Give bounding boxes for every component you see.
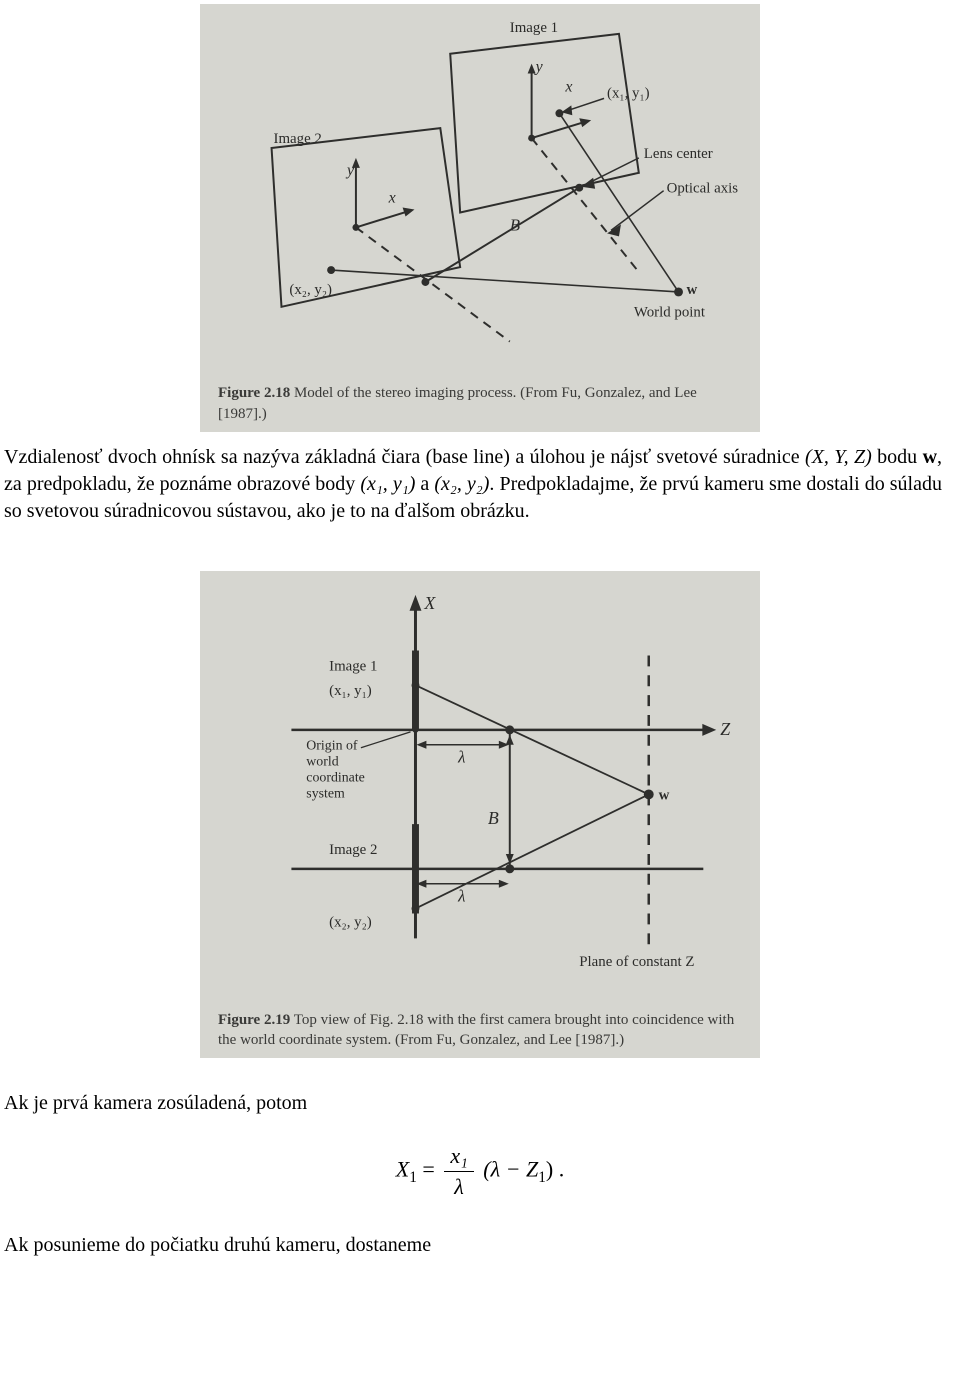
para1-pts2: (x₂, y₂) bbox=[434, 473, 489, 495]
fig2-label-B: B bbox=[488, 808, 499, 828]
fig1-label-x2y2: (x₂, y₂) bbox=[289, 282, 332, 298]
fig2-label-x2y2: (x₂, y₂) bbox=[329, 914, 372, 930]
paragraph-1: Vzdialenosť dvoch ohnísk sa nazýva zákla… bbox=[0, 432, 960, 531]
fig2-label-x1y1: (x₁, y₁) bbox=[329, 683, 372, 699]
para1-coords: (X, Y, Z) bbox=[805, 446, 872, 468]
figure-2-svg: X Z Image 1 (x₁, y₁) Origin of world coo… bbox=[212, 581, 748, 1004]
fig1-label-opticalaxis: Optical axis bbox=[667, 181, 739, 197]
eq-num: x₁ bbox=[450, 1143, 467, 1168]
eq-frac: x₁ λ bbox=[444, 1143, 473, 1200]
fig2-label-image1: Image 1 bbox=[329, 658, 377, 674]
figure-2-caption-num: Figure 2.19 bbox=[218, 1012, 290, 1028]
paragraph-3: Ak posunieme do počiatku druhú kameru, d… bbox=[0, 1220, 960, 1265]
fig2-label-lambda2: λ bbox=[457, 886, 465, 905]
fig2-label-Z: Z bbox=[720, 719, 731, 739]
fig2-label-image2: Image 2 bbox=[329, 842, 377, 858]
fig1-label-lenscenter: Lens center bbox=[644, 146, 713, 162]
figure-1-caption-text: Model of the stereo imaging process. (Fr… bbox=[218, 385, 697, 421]
para3-text: Ak posunieme do počiatku druhú kameru, d… bbox=[4, 1234, 431, 1256]
fig1-label-y: y bbox=[534, 59, 544, 76]
eq-rest-sub: 1 bbox=[538, 1169, 546, 1186]
para1-d: a bbox=[415, 473, 434, 495]
fig2-label-origin1: Origin of bbox=[306, 739, 358, 754]
fig2-label-X: X bbox=[423, 593, 436, 613]
figure-2-caption: Figure 2.19 Top view of Fig. 2.18 with t… bbox=[212, 1010, 748, 1051]
fig2-label-plane: Plane of constant Z bbox=[579, 954, 694, 970]
para1-b: bodu bbox=[872, 446, 923, 468]
figure-2-caption-text: Top view of Fig. 2.18 with the first cam… bbox=[218, 1012, 734, 1048]
fig2-label-origin2: world bbox=[306, 754, 338, 769]
figure-1: Image 1 y x (x₁, y₁) Lens center Optical… bbox=[200, 4, 760, 432]
fig1-label-x: x bbox=[564, 78, 572, 95]
fig1-label-image1: Image 1 bbox=[510, 20, 558, 36]
fig1-label-x1y1: (x₁, y₁) bbox=[607, 85, 650, 101]
eq-den: λ bbox=[454, 1174, 464, 1199]
para1-w: w bbox=[923, 446, 937, 468]
figure-2: X Z Image 1 (x₁, y₁) Origin of world coo… bbox=[200, 571, 760, 1058]
fig2-label-origin3: coordinate bbox=[306, 770, 365, 785]
fig2-label-lambda1: λ bbox=[457, 747, 465, 766]
svg-text:x: x bbox=[388, 190, 396, 207]
svg-text:y: y bbox=[345, 162, 355, 179]
figure-1-svg: Image 1 y x (x₁, y₁) Lens center Optical… bbox=[212, 14, 748, 377]
figure-1-caption-num: Figure 2.18 bbox=[218, 385, 290, 401]
fig1-label-B: B bbox=[510, 215, 520, 234]
fig1-label-worldpoint: World point bbox=[634, 305, 706, 321]
fig2-label-origin4: system bbox=[306, 786, 345, 801]
equation-1: X1 = x₁ λ (λ − Z1) . bbox=[0, 1123, 960, 1220]
eq-rest-b: ) . bbox=[546, 1157, 564, 1182]
fig2-label-w: w bbox=[659, 787, 670, 803]
eq-X-sub: 1 bbox=[409, 1169, 417, 1186]
para2-text: Ak je prvá kamera zosúladená, potom bbox=[4, 1092, 307, 1114]
fig1-label-image2: Image 2 bbox=[274, 131, 322, 147]
eq-eqsign: = bbox=[422, 1157, 440, 1182]
fig1-label-w: w bbox=[686, 282, 697, 298]
para1-a: Vzdialenosť dvoch ohnísk sa nazýva zákla… bbox=[4, 446, 805, 468]
para1-pts1: (x₁, y₁) bbox=[360, 473, 415, 495]
eq-rest-a: (λ − Z bbox=[483, 1157, 538, 1182]
eq-X: X bbox=[396, 1157, 409, 1182]
figure-1-caption: Figure 2.18 Model of the stereo imaging … bbox=[212, 383, 748, 424]
paragraph-2: Ak je prvá kamera zosúladená, potom bbox=[0, 1078, 960, 1123]
page: Image 1 y x (x₁, y₁) Lens center Optical… bbox=[0, 4, 960, 1265]
